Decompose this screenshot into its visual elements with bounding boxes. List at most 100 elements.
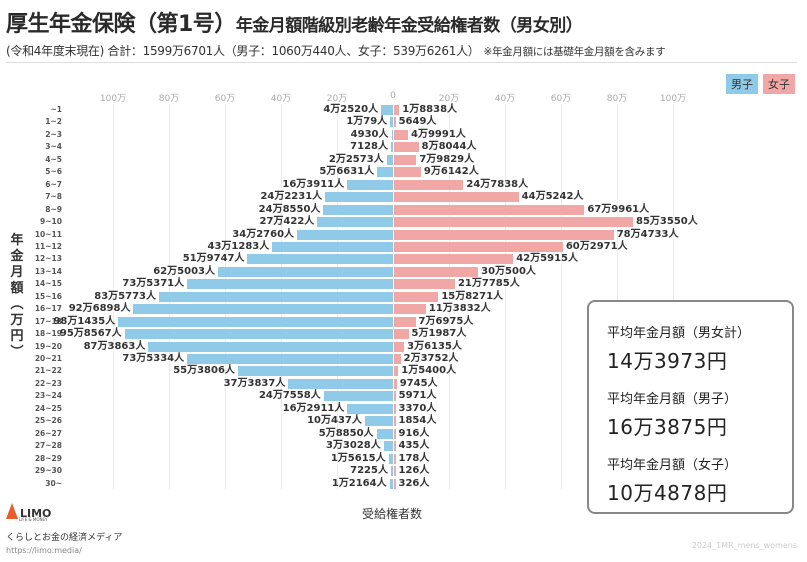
bar-male <box>347 403 393 414</box>
bar-male <box>323 391 393 402</box>
bar-female <box>394 192 519 203</box>
row-label: 21~22 <box>34 366 62 376</box>
bar-female <box>394 266 479 277</box>
bar-female <box>394 217 633 228</box>
logo-flame-icon <box>6 503 18 519</box>
value-male: 1万5615人 <box>330 452 386 464</box>
gridline <box>505 104 506 490</box>
bar-female <box>394 117 396 128</box>
row-label: 18~19 <box>34 329 62 339</box>
value-female: 9745人 <box>399 377 438 389</box>
value-female: 435人 <box>398 440 430 452</box>
bar-male <box>386 154 393 165</box>
value-male: 4万2520人 <box>323 104 379 115</box>
bar-male <box>381 105 393 115</box>
row-label: 6~7 <box>45 179 62 189</box>
value-male: 27万422人 <box>259 216 315 228</box>
value-male: 2万2573人 <box>328 153 384 165</box>
row-label: 4~5 <box>45 154 62 164</box>
value-male: 92万6898人 <box>68 303 131 315</box>
value-female: 1万5400人 <box>401 365 457 377</box>
gridline <box>113 104 114 490</box>
bar-female <box>394 129 408 140</box>
value-male: 83万5773人 <box>94 290 156 302</box>
value-female: 42万5915人 <box>516 253 578 265</box>
value-female: 5万1987人 <box>411 328 467 340</box>
bar-male <box>237 366 393 377</box>
value-male: 10万437人 <box>307 415 362 427</box>
value-male: 55万3806人 <box>173 365 235 377</box>
row-label: 10~11 <box>34 229 62 239</box>
value-male: 4930人 <box>350 128 389 140</box>
x-axis-label: 受給権者数 <box>362 507 423 521</box>
bar-male <box>158 291 393 302</box>
bar-female <box>394 441 396 452</box>
gridline <box>617 104 618 490</box>
value-male: 87万3863人 <box>83 340 146 352</box>
tagline: くらしとお金の経済メディア <box>6 533 123 543</box>
bar-female <box>394 204 585 215</box>
value-female: 21万7785人 <box>457 278 520 290</box>
row-label: 13~14 <box>34 266 62 276</box>
bar-male <box>148 341 393 352</box>
subtitle-totals: (令和4年度末現在) 合計：1599万6701人（男子：1060万440人、女子… <box>6 44 480 58</box>
value-male: 37万3837人 <box>223 377 286 389</box>
value-male: 5万8850人 <box>318 427 374 439</box>
watermark: 2024_1MR_mens_womens <box>691 541 797 550</box>
row-label: 7~8 <box>45 192 62 202</box>
bar-male <box>187 279 393 290</box>
y-axis-label: 年金月額 ︵ 万円 ︶ <box>10 233 24 360</box>
bar-female <box>394 241 563 252</box>
value-male: 16万2911人 <box>282 402 345 414</box>
value-female: 1万8838人 <box>402 104 458 115</box>
bar-male <box>317 217 393 228</box>
bar-female <box>394 229 614 240</box>
stat-label: 平均年金月額（男子） <box>607 392 738 407</box>
value-male: 1万79人 <box>346 116 388 128</box>
value-female: 30万500人 <box>481 265 536 277</box>
value-male: 62万5003人 <box>153 265 215 277</box>
bar-female <box>394 154 417 165</box>
bar-male <box>323 204 393 215</box>
value-female: 1854人 <box>398 415 437 427</box>
bar-male <box>391 129 393 140</box>
bar-male <box>297 229 393 240</box>
row-label: 8~9 <box>45 204 62 214</box>
value-female: 8万8044人 <box>421 141 477 153</box>
stat-value: 16万3875円 <box>607 415 728 439</box>
legend: 男子 女子 <box>726 74 795 94</box>
bar-male <box>288 378 393 389</box>
gridline <box>561 104 562 490</box>
bar-female <box>394 304 426 315</box>
site-url[interactable]: https://limo.media/ <box>6 546 82 555</box>
value-female: 67万9961人 <box>587 203 650 215</box>
value-female: 78万4733人 <box>616 228 679 240</box>
bar-female <box>394 167 421 178</box>
x-tick-label: 20万 <box>326 94 348 104</box>
row-label: 23~24 <box>34 391 62 401</box>
value-female: 85万3550人 <box>635 216 698 228</box>
value-female: 5649人 <box>398 116 437 128</box>
bar-female <box>394 366 399 377</box>
row-label: 26~27 <box>34 428 62 438</box>
bar-male <box>325 192 393 203</box>
value-male: 73万5334人 <box>122 353 185 364</box>
row-label: 27~28 <box>34 441 62 451</box>
row-label: 1~2 <box>45 117 62 127</box>
bar-male <box>377 167 393 178</box>
x-tick-label: 40万 <box>494 94 516 104</box>
value-male: 24万7558人 <box>258 390 321 402</box>
stat-female: 平均年金月額（女子） 10万4878円 <box>607 454 792 506</box>
value-male: 7225人 <box>350 465 388 477</box>
bar-female <box>394 428 396 439</box>
value-female: 11万3832人 <box>428 303 491 315</box>
x-tick-label: 60万 <box>550 94 572 104</box>
value-female: 916人 <box>398 427 430 439</box>
row-label: 15~16 <box>34 291 62 301</box>
bar-female <box>394 453 396 464</box>
value-female: 3万6135人 <box>407 340 462 352</box>
value-female: 126人 <box>398 465 430 477</box>
value-male: 98万1435人 <box>53 315 116 327</box>
value-female: 24万7838人 <box>466 178 529 190</box>
row-label: 22~23 <box>34 378 62 388</box>
